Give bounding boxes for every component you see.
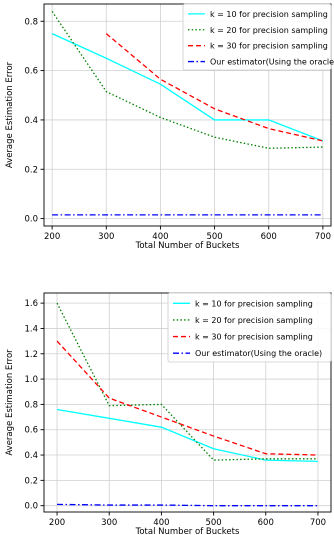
x-tick-label: 500 [205, 518, 221, 528]
x-axis-label: Total Number of Buckets [135, 527, 240, 535]
legend-box [167, 292, 332, 363]
series-line-3 [56, 340, 318, 456]
y-tick-label: 1.0 [24, 375, 38, 385]
x-axis-label: Total Number of Buckets [135, 241, 240, 251]
legend-label: k = 30 for precision sampling [210, 42, 328, 51]
series-line-2 [51, 11, 323, 149]
y-tick-label: 0.6 [24, 67, 38, 77]
x-tick-label: 300 [98, 232, 114, 242]
y-tick-label: 0.6 [24, 426, 38, 436]
legend: k = 10 for precision sampling k = 20 for … [182, 3, 334, 71]
legend: k = 10 for precision sampling k = 20 for … [167, 292, 332, 363]
y-tick-label: 0.0 [24, 502, 38, 512]
y-tick-label: 0.0 [24, 215, 38, 225]
x-tick-label: 600 [261, 232, 277, 242]
x-tick-label: 400 [152, 232, 168, 242]
x-tick-label: 500 [206, 232, 222, 242]
series-line-2 [56, 302, 318, 461]
legend-label: k = 30 for precision sampling [195, 333, 313, 342]
y-tick-label: 0.8 [24, 400, 38, 410]
y-tick-label: 1.2 [24, 350, 38, 360]
y-tick-label: 1.6 [24, 299, 38, 309]
x-tick-label: 700 [310, 518, 326, 528]
legend-label: Our estimator(Using the oracle) [195, 349, 322, 358]
chart-1: 200 300 400 500 600 700 0.0 0.2 0.4 0.6 0.8 Total N… [5, 3, 334, 251]
series-line-1 [51, 33, 324, 142]
legend-label: k = 20 for precision sampling [210, 26, 328, 35]
legend-label: k = 10 for precision sampling [195, 299, 313, 308]
series-line-1 [56, 408, 318, 463]
series-line-4 [57, 503, 318, 507]
y-tick-label: 1.4 [24, 324, 38, 334]
chart-2: 200 300 400 500 600 700 0.0 0.2 0.4 0.6 0.8 1.0 1.2 1… [5, 292, 332, 535]
legend-label: k = 10 for precision sampling [210, 10, 328, 19]
x-tick-label: 600 [258, 518, 274, 528]
series-line-3 [105, 33, 324, 142]
y-tick-label: 0.4 [24, 451, 38, 461]
x-tick-label: 400 [153, 518, 169, 528]
y-tick-label: 0.2 [24, 476, 38, 486]
y-tick-label: 0.4 [24, 116, 38, 126]
y-tick-label: 0.2 [24, 165, 38, 175]
legend-label: Our estimator(Using the oracle) [210, 58, 334, 67]
x-tick-label: 700 [315, 232, 331, 242]
x-tick-label: 300 [101, 518, 117, 528]
legend-box [182, 3, 332, 71]
x-tick-label: 200 [49, 518, 65, 528]
y-axis-label: Average Estimation Error [5, 61, 15, 168]
y-tick-label: 0.8 [24, 17, 38, 27]
legend-label: k = 20 for precision sampling [195, 316, 313, 325]
x-tick-label: 200 [44, 232, 60, 242]
y-axis-label: Average Estimation Error [5, 349, 15, 456]
